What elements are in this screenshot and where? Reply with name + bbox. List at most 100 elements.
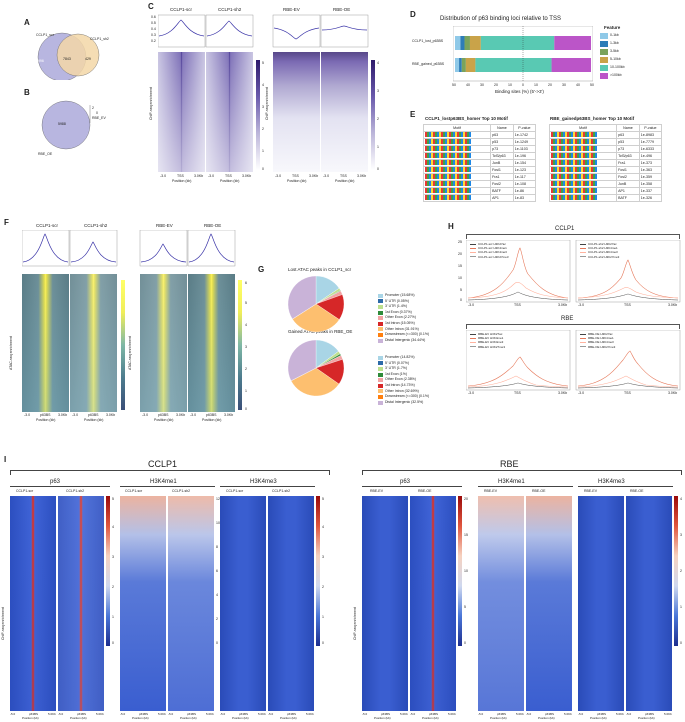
i-sample: CCLP1-scr	[16, 489, 34, 493]
i-xtick: p63BS	[139, 712, 149, 716]
i-colorbar-5	[674, 496, 678, 646]
d-bar-segment	[554, 36, 591, 50]
e-right-title: RBE_gainedp63BS_homer Top 10 Motif	[550, 116, 635, 121]
e-left-table: Motif Name P-value p63 1e-1742 p53 1e-1249 p73 1…	[422, 124, 537, 202]
f-cbar-tick: 4	[245, 323, 247, 327]
i-heatmap-rbe-h3k4me3-oe	[626, 496, 672, 711]
i-xtick: 5.0Kb	[448, 712, 456, 716]
c-heatmap-3	[273, 52, 320, 172]
f-xtick: -3.0	[72, 413, 79, 417]
i-sample: RBE-EV	[484, 489, 498, 493]
h-xtick: TSS	[514, 391, 521, 395]
f-cbar-tick: 5	[245, 301, 247, 305]
h-legend-line	[580, 337, 586, 339]
h-group-1: CCLP1	[555, 226, 575, 232]
d-xtick: 30	[562, 83, 566, 87]
f-heatmap-2	[70, 274, 117, 412]
i-xlabel: Position (kb)	[374, 716, 391, 720]
g-legend-swatch	[378, 383, 383, 388]
g-legend-swatch	[378, 361, 383, 366]
i-cbar-tick: 12	[216, 497, 220, 501]
i-cbar-tick: 8	[216, 545, 218, 549]
motif-logo	[551, 188, 597, 193]
c-profile-tick-2: 0.5	[151, 21, 156, 25]
c-profile-tick-3: 0.4	[151, 27, 156, 31]
table-cell: 1e-373	[638, 159, 663, 167]
table-row: p53 1e-7779	[548, 138, 663, 146]
g-legend-swatch	[378, 299, 383, 304]
h-bracket-2	[466, 324, 680, 329]
i-xlabel: Position (kb)	[132, 716, 149, 720]
h-legend-label: CCLP1-scr H3K27me3	[478, 254, 509, 259]
h-xtick: -3.0	[578, 303, 585, 307]
h-legend-item: RBE-OE H3K27me3	[580, 345, 615, 349]
h-profiles-rbe	[466, 330, 681, 391]
i-cbar-tick: 2	[216, 617, 218, 621]
h-legend-item: RBE-EV H3K4me1	[470, 336, 505, 340]
h-legend-line	[470, 247, 476, 249]
e-col-header: P-value	[638, 124, 663, 132]
i-colorbar-1	[106, 496, 110, 646]
g-legend-label: Downstream (<=300) (0.1%)	[385, 332, 430, 337]
table-cell: 1e-6333	[638, 145, 663, 153]
g-legend-swatch	[378, 304, 383, 309]
c-xtick: TSS	[340, 174, 347, 178]
f-heatmap-1	[22, 274, 69, 412]
h-ytick: 0	[460, 298, 462, 302]
table-row: Fosl2 1e-108	[422, 180, 537, 188]
table-cell: Fosl2	[490, 180, 514, 188]
h-legend-label: CCLP1-scr H3K4me1	[478, 246, 507, 251]
g-legend-label: Distal Intergenic (32.5%)	[385, 399, 424, 404]
e-col-header: Motif	[422, 124, 492, 132]
h-xtick: 3.0Kb	[558, 303, 568, 307]
motif-logo	[551, 146, 597, 151]
i-cbar-tick: 6	[216, 569, 218, 573]
d-bar-segment	[465, 58, 476, 72]
i-mark-h3k4me1-ccl: H3K4me1	[150, 479, 177, 485]
h-legend-item: RBE-OE H3K4me3	[580, 340, 615, 344]
panel-label-f: F	[4, 218, 9, 227]
h-ytick: 20	[458, 252, 462, 256]
f-xtick: p63BS	[88, 413, 99, 417]
i-xtick: 5.0Kb	[48, 712, 56, 716]
d-row-1: CCLP1_lost_p63BS	[412, 39, 444, 43]
h-legend-line	[580, 243, 586, 245]
h-legend-line	[580, 333, 586, 335]
d-title: Distribution of p63 binding loci relativ…	[440, 16, 561, 22]
i-xtick: p63BS	[77, 712, 87, 716]
i-cbar-tick: 20	[464, 497, 468, 501]
venn-a-count-overlap: 7843	[63, 57, 71, 61]
table-cell: 1e-7779	[638, 138, 663, 146]
c-xtick: -3.0	[208, 174, 215, 178]
i-xtick: -5.0	[268, 712, 274, 716]
i-xtick: 5.0Kb	[400, 712, 408, 716]
h-ytick: 25	[458, 240, 462, 244]
g-legend-swatch	[378, 338, 383, 343]
i-xtick: -5.0	[526, 712, 532, 716]
h-legend-line	[470, 346, 476, 347]
c-xtick: -3.0	[160, 174, 167, 178]
i-xtick: p63BS	[287, 712, 297, 716]
i-sample: CCLP1-sh2	[66, 489, 85, 493]
g-legend-item: 3' UTR (1.4%)	[378, 304, 429, 310]
i-cbar-tick: 0	[464, 641, 466, 645]
d-bar-segment	[480, 36, 555, 50]
h-legend-item: RBE-OE H3K27ac	[580, 332, 615, 336]
pie-slice	[287, 339, 317, 381]
table-cell: Fosl1	[616, 166, 640, 174]
h-xtick: TSS	[624, 303, 631, 307]
h-legend-line	[470, 342, 476, 343]
motif-logo	[425, 153, 471, 158]
i-xtick: p63BS	[429, 712, 439, 716]
d-legend-swatch	[600, 49, 608, 55]
i-sample: CCLP1-scr	[226, 489, 244, 493]
f-xlabel-4: Position (kb)	[202, 418, 222, 422]
c-xtick: 3.0Kb	[242, 174, 252, 178]
h-ytick: 10	[458, 276, 462, 280]
i-cbar-tick: 4	[680, 497, 682, 501]
c-cbar-left-tick: 3	[262, 105, 264, 109]
i-xtick: -5.0	[410, 712, 416, 716]
motif-logo	[551, 174, 597, 179]
i-group-1: CCLP1	[148, 459, 178, 469]
table-row: p73 1e-6333	[548, 145, 663, 153]
